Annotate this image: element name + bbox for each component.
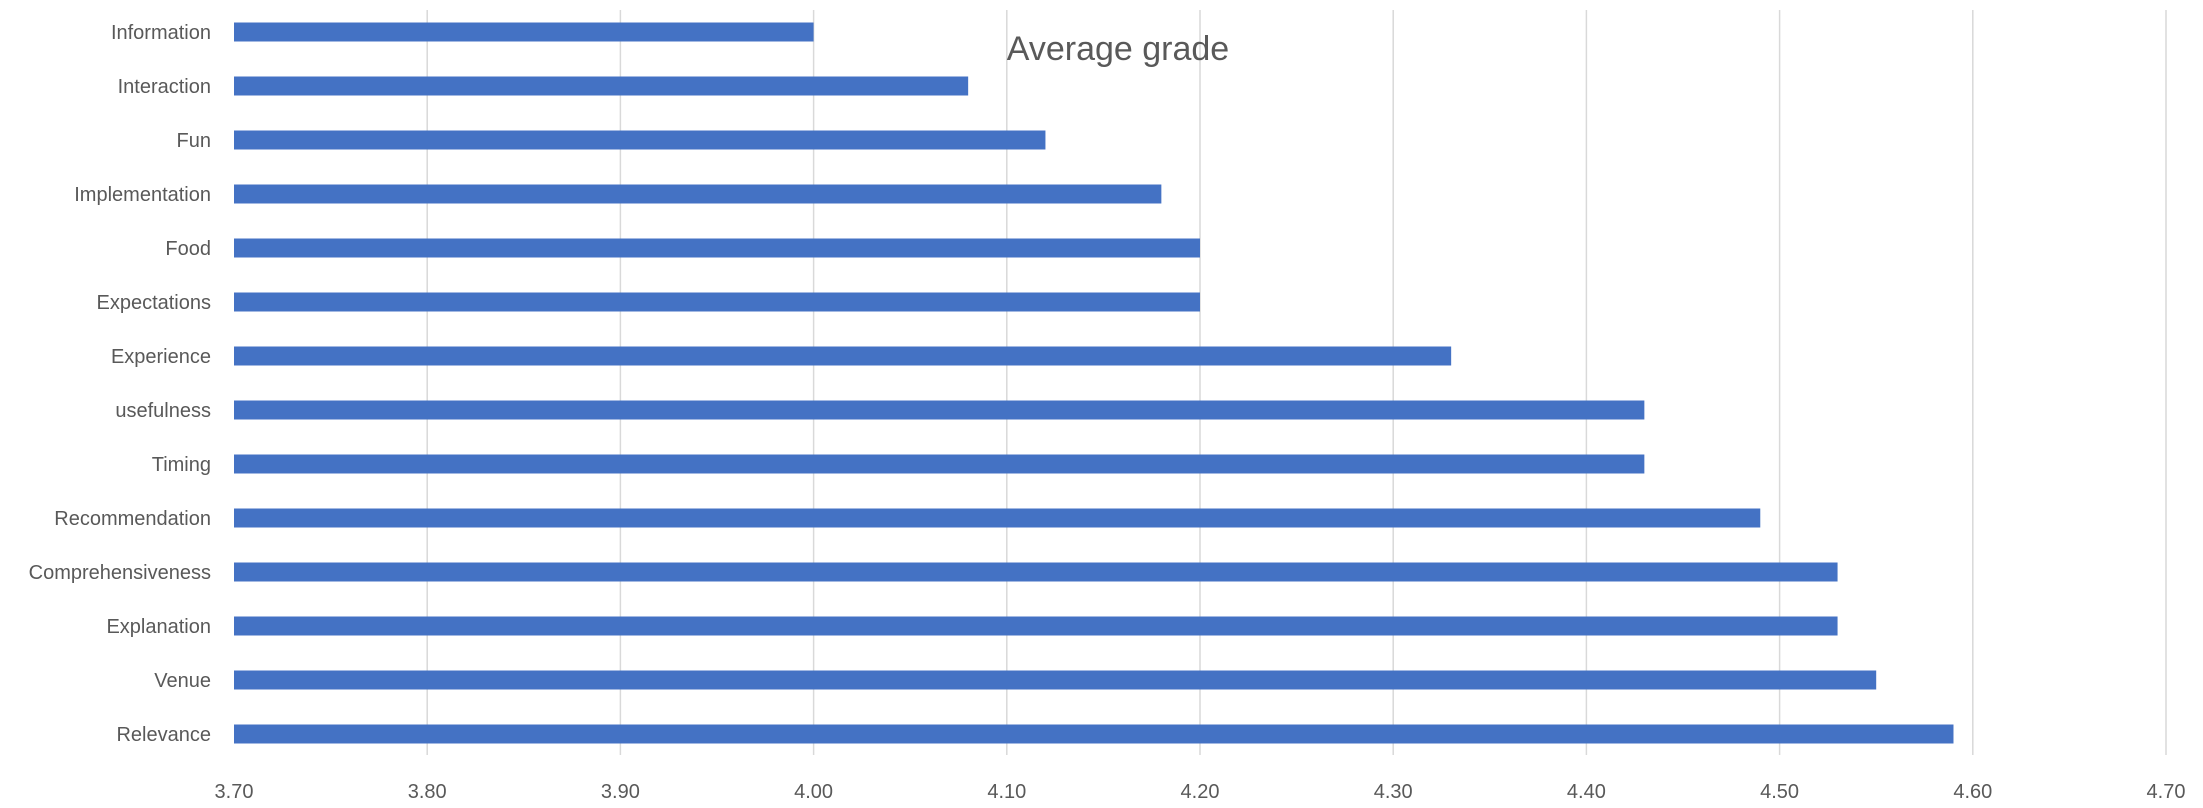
category-label: Timing: [152, 454, 211, 476]
category-label: Fun: [177, 130, 211, 152]
category-label: Comprehensiveness: [29, 562, 211, 584]
x-tick-label: 4.10: [987, 781, 1026, 803]
bar: [234, 670, 1877, 690]
x-tick-label: 4.00: [794, 781, 833, 803]
x-tick-label: 4.60: [1953, 781, 1992, 803]
category-label: usefulness: [115, 400, 211, 422]
bar: [234, 562, 1838, 582]
bars: [234, 22, 1954, 744]
bar: [234, 454, 1645, 474]
category-label: Experience: [111, 346, 211, 368]
bar: [234, 22, 814, 42]
x-tick-label: 3.80: [408, 781, 447, 803]
x-tick-label: 4.20: [1181, 781, 1220, 803]
bar: [234, 346, 1452, 366]
category-label: Explanation: [106, 616, 211, 638]
bar: [234, 76, 969, 96]
bar: [234, 130, 1046, 150]
category-label: Interaction: [118, 76, 211, 98]
bar: [234, 724, 1954, 744]
category-label: Information: [111, 22, 211, 44]
category-label: Venue: [154, 670, 211, 692]
category-label: Recommendation: [54, 508, 211, 530]
category-labels: Information Interaction Fun Implementation F…: [29, 22, 211, 746]
x-tick-label: 3.70: [215, 781, 254, 803]
bar: [234, 400, 1645, 420]
bar: [234, 184, 1162, 204]
x-tick-label: 4.50: [1760, 781, 1799, 803]
bar: [234, 292, 1200, 312]
gridlines: [426, 10, 2167, 755]
x-tick-label: 4.30: [1374, 781, 1413, 803]
bar: [234, 238, 1200, 258]
bar: [234, 508, 1761, 528]
category-label: Food: [165, 238, 211, 260]
x-tick-label: 3.90: [601, 781, 640, 803]
category-label: Expectations: [96, 292, 211, 314]
x-tick-label: 4.40: [1567, 781, 1606, 803]
x-tick-label: 4.70: [2147, 781, 2186, 803]
bar: [234, 616, 1838, 636]
category-label: Relevance: [116, 724, 211, 746]
x-tick-labels: 3.70 3.80 3.90 4.00 4.10 4.20 4.30 4.40 4.50 4.60…: [215, 781, 2186, 803]
chart-title: Average grade: [1007, 30, 1229, 68]
category-label: Implementation: [74, 184, 211, 206]
